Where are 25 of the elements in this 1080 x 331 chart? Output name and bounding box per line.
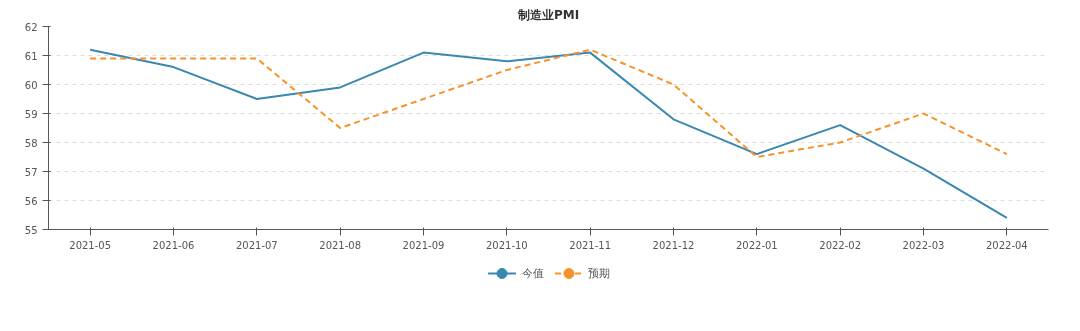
line-series (89, 48, 1008, 158)
x-tick-label: 2021-06 (152, 239, 195, 251)
chart-title: 制造业PMI (516, 7, 580, 22)
x-tick-label: 2022-02 (819, 239, 862, 251)
y-tick-label: 55 (24, 224, 38, 236)
x-tick-label: 2022-01 (735, 239, 778, 251)
x-tick-label: 2021-09 (402, 239, 445, 251)
line-series (89, 48, 1008, 219)
x-tick-label: 2021-07 (235, 239, 278, 251)
y-tick-label: 58 (24, 137, 38, 149)
y-tick-label: 59 (24, 108, 38, 120)
y-tick-label: 60 (24, 79, 38, 91)
legend-label: 今值 (521, 267, 544, 280)
x-tick-label: 2021-12 (652, 239, 695, 251)
y-tick-label: 61 (24, 50, 38, 62)
y-tick-label: 62 (24, 21, 38, 33)
legend-label: 预期 (588, 267, 611, 280)
y-tick-label: 56 (24, 195, 38, 207)
x-tick-label: 2022-04 (985, 239, 1028, 251)
x-tick-label: 2021-08 (319, 239, 362, 251)
x-tick-label: 2021-05 (69, 239, 112, 251)
x-tick-label: 2022-03 (902, 239, 945, 251)
x-tick-label: 2021-11 (569, 239, 612, 251)
y-tick-label: 57 (24, 166, 38, 178)
x-tick-label: 2021-10 (485, 239, 528, 251)
